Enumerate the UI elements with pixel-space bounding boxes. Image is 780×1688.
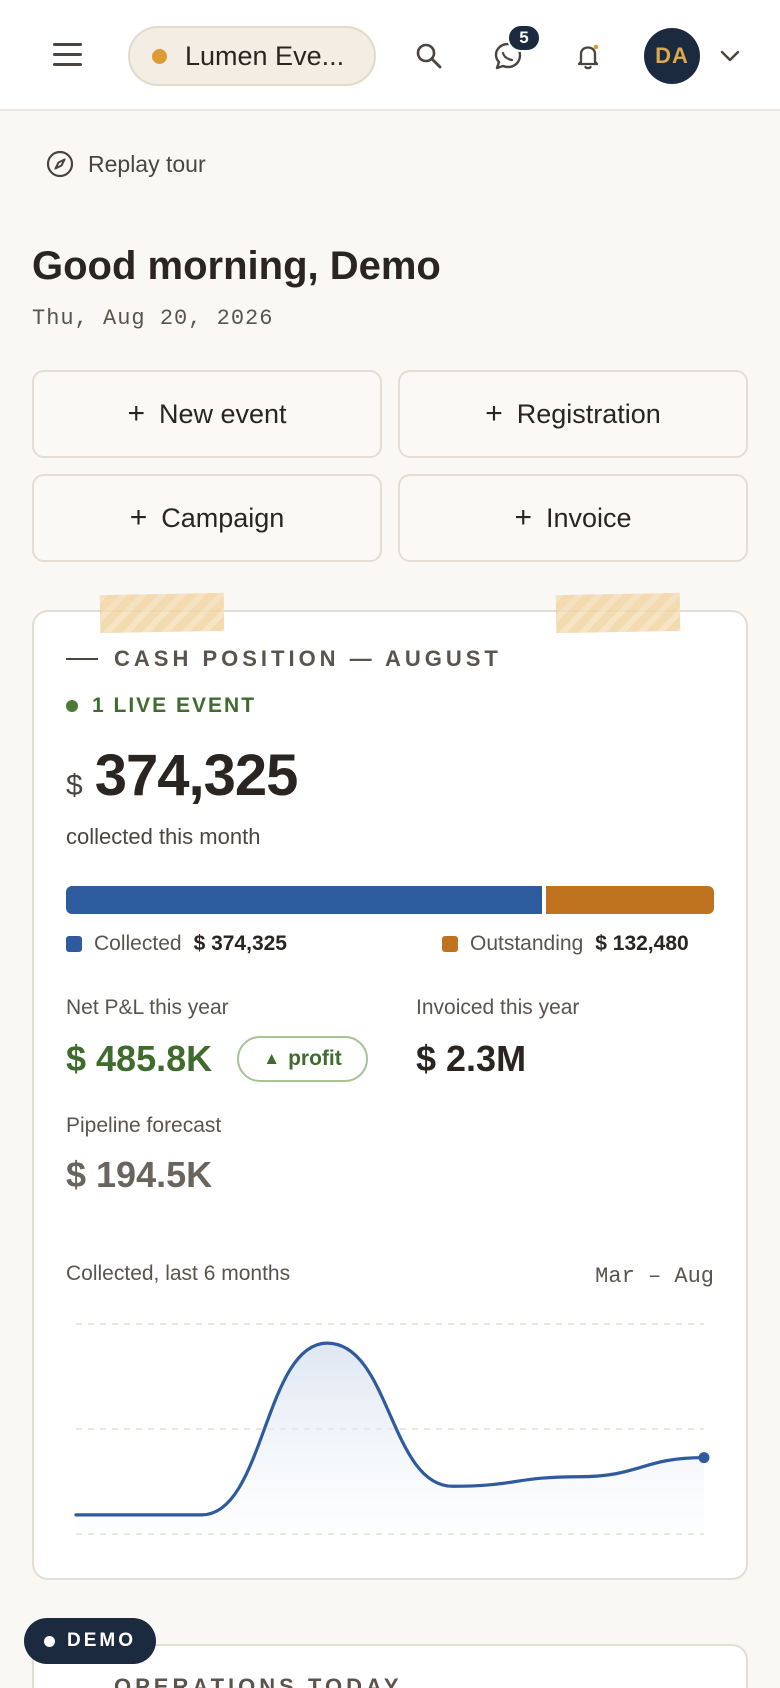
compass-icon <box>46 150 74 178</box>
chevron-down-icon[interactable] <box>716 44 744 68</box>
profit-badge-label: profit <box>288 1047 342 1070</box>
outstanding-legend-value: $ 132,480 <box>595 932 689 955</box>
collection-progress-bar <box>66 886 714 914</box>
outstanding-bar-segment <box>546 886 714 914</box>
collected-legend: Collected $ 374,325 <box>66 932 287 956</box>
current-date: Thu, Aug 20, 2026 <box>32 306 274 331</box>
data-point-aug <box>698 1452 710 1464</box>
demo-label: DEMO <box>67 1630 136 1651</box>
profit-badge: ▲ profit <box>237 1036 368 1082</box>
collected-swatch <box>66 936 82 952</box>
plus-icon: + <box>129 501 148 534</box>
pipeline-label: Pipeline forecast <box>66 1114 222 1137</box>
cash-position-label: CASH POSITION — AUGUST <box>114 646 502 671</box>
heading-dash <box>66 658 98 660</box>
new-event-button[interactable]: + New event <box>32 370 382 458</box>
cash-position-heading: CASH POSITION — AUGUST <box>66 646 502 672</box>
collected-trend-chart <box>74 1323 710 1535</box>
outstanding-legend: Outstanding $ 132,480 <box>442 932 689 956</box>
operations-heading: OPERATIONS TODAY <box>114 1674 403 1688</box>
pipeline-value: $ 194.5K <box>66 1154 213 1195</box>
invoice-button[interactable]: + Invoice <box>398 474 748 562</box>
org-switcher[interactable]: Lumen Eve... <box>128 26 376 86</box>
live-events-indicator: 1 LIVE EVENT <box>66 694 256 718</box>
invoiced-label: Invoiced this year <box>416 996 580 1019</box>
chart-title: Collected, last 6 months <box>66 1262 291 1285</box>
invoiced-value: $ 2.3M <box>416 1038 527 1079</box>
plus-icon: + <box>485 397 503 430</box>
up-triangle-icon: ▲ <box>263 1049 281 1068</box>
tape-decoration <box>555 592 681 634</box>
collected-legend-value: $ 374,325 <box>193 932 287 955</box>
messages-badge: 5 <box>507 24 541 52</box>
outstanding-legend-label: Outstanding <box>470 932 584 955</box>
replay-tour-label: Replay tour <box>88 150 206 177</box>
campaign-button[interactable]: + Campaign <box>32 474 382 562</box>
collected-caption: collected this month <box>66 824 261 849</box>
bar-gap <box>542 886 546 914</box>
collected-legend-label: Collected <box>94 932 182 955</box>
net-pl-value: $ 485.8K <box>66 1038 213 1079</box>
org-name: Lumen Eve... <box>185 40 345 71</box>
invoice-label: Invoice <box>545 502 632 533</box>
plus-icon: + <box>514 501 532 534</box>
bell-icon[interactable] <box>566 34 610 78</box>
chart-range: Mar – Aug <box>595 1264 714 1289</box>
registration-button[interactable]: + Registration <box>398 370 748 458</box>
outstanding-swatch <box>442 936 458 952</box>
page-title: Good morning, Demo <box>32 244 441 288</box>
campaign-label: Campaign <box>161 502 285 533</box>
live-dot <box>66 700 78 712</box>
new-event-label: New event <box>158 398 287 429</box>
collected-amount: $ 374,325 <box>66 742 299 809</box>
area-fill <box>76 1343 704 1534</box>
org-status-dot <box>152 48 167 64</box>
menu-icon[interactable] <box>50 38 84 72</box>
registration-label: Registration <box>516 398 661 429</box>
collected-bar-segment <box>66 886 542 914</box>
top-bar: Lumen Eve... 5 DA <box>0 0 780 111</box>
live-events-label: 1 LIVE EVENT <box>92 694 257 717</box>
net-pl-label: Net P&L this year <box>66 996 229 1019</box>
demo-badge[interactable]: DEMO <box>24 1618 156 1664</box>
plus-icon: + <box>127 397 145 430</box>
chat-icon[interactable] <box>486 34 530 78</box>
series-line <box>74 1341 706 1517</box>
demo-dot <box>44 1635 55 1647</box>
search-icon[interactable] <box>407 34 451 78</box>
avatar[interactable]: DA <box>644 28 700 84</box>
replay-tour-button[interactable]: Replay tour <box>46 150 206 178</box>
collected-amount-value: 374,325 <box>94 743 299 808</box>
tape-decoration <box>99 592 225 634</box>
currency-symbol: $ <box>66 769 83 802</box>
